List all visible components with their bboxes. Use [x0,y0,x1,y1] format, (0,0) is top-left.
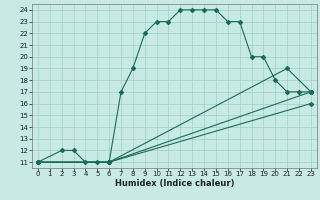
X-axis label: Humidex (Indice chaleur): Humidex (Indice chaleur) [115,179,234,188]
